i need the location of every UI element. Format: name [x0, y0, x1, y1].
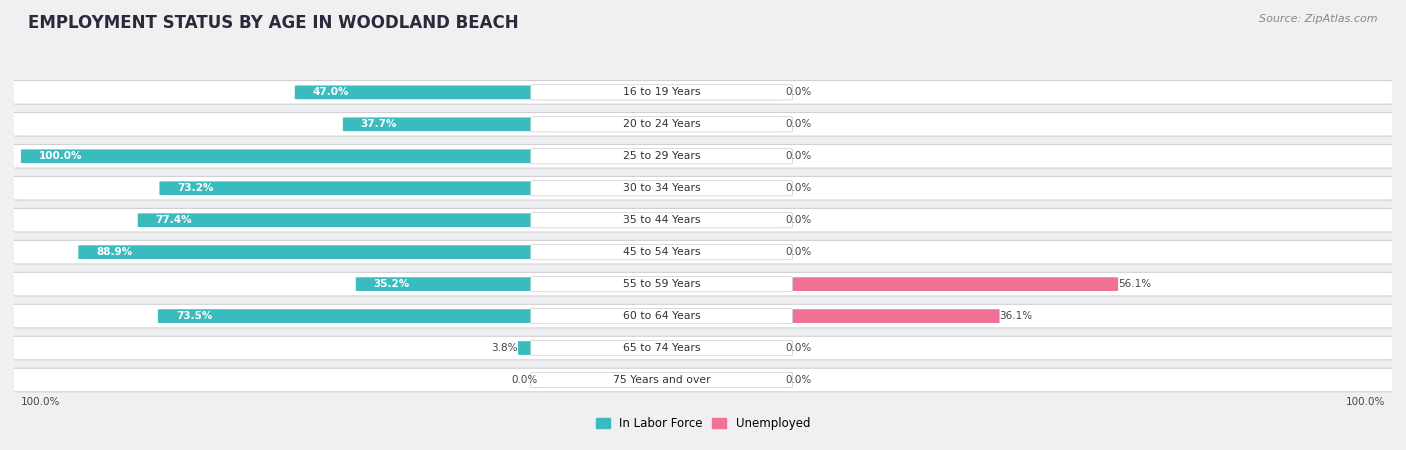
FancyBboxPatch shape	[159, 181, 551, 195]
FancyBboxPatch shape	[138, 213, 551, 227]
FancyBboxPatch shape	[7, 240, 1399, 264]
Text: EMPLOYMENT STATUS BY AGE IN WOODLAND BEACH: EMPLOYMENT STATUS BY AGE IN WOODLAND BEA…	[28, 14, 519, 32]
Text: 25 to 29 Years: 25 to 29 Years	[623, 151, 700, 161]
Text: 0.0%: 0.0%	[786, 183, 811, 193]
Text: 0.0%: 0.0%	[786, 375, 811, 385]
Text: 77.4%: 77.4%	[156, 215, 193, 225]
Text: 36.1%: 36.1%	[1000, 311, 1032, 321]
Text: 0.0%: 0.0%	[786, 87, 811, 97]
Text: 0.0%: 0.0%	[786, 151, 811, 161]
FancyBboxPatch shape	[530, 85, 793, 100]
Text: 60 to 64 Years: 60 to 64 Years	[623, 311, 700, 321]
Text: 100.0%: 100.0%	[21, 396, 60, 407]
FancyBboxPatch shape	[295, 86, 551, 99]
Text: 37.7%: 37.7%	[361, 119, 398, 129]
FancyBboxPatch shape	[7, 112, 1399, 136]
FancyBboxPatch shape	[530, 212, 793, 228]
Text: 56.1%: 56.1%	[1118, 279, 1152, 289]
FancyBboxPatch shape	[343, 117, 551, 131]
Text: 65 to 74 Years: 65 to 74 Years	[623, 343, 700, 353]
Text: 0.0%: 0.0%	[786, 247, 811, 257]
FancyBboxPatch shape	[7, 144, 1399, 168]
FancyBboxPatch shape	[517, 341, 551, 355]
Text: 35.2%: 35.2%	[374, 279, 411, 289]
FancyBboxPatch shape	[7, 304, 1399, 328]
FancyBboxPatch shape	[530, 372, 793, 388]
FancyBboxPatch shape	[530, 308, 793, 324]
FancyBboxPatch shape	[79, 245, 551, 259]
FancyBboxPatch shape	[157, 309, 551, 323]
Text: 0.0%: 0.0%	[786, 215, 811, 225]
FancyBboxPatch shape	[7, 336, 1399, 360]
Text: 75 Years and over: 75 Years and over	[613, 375, 710, 385]
FancyBboxPatch shape	[7, 176, 1399, 200]
FancyBboxPatch shape	[530, 148, 793, 164]
Text: Source: ZipAtlas.com: Source: ZipAtlas.com	[1260, 14, 1378, 23]
Text: 0.0%: 0.0%	[512, 375, 537, 385]
FancyBboxPatch shape	[356, 277, 551, 291]
Text: 35 to 44 Years: 35 to 44 Years	[623, 215, 700, 225]
Text: 100.0%: 100.0%	[39, 151, 83, 161]
FancyBboxPatch shape	[7, 272, 1399, 296]
Text: 0.0%: 0.0%	[786, 119, 811, 129]
FancyBboxPatch shape	[7, 368, 1399, 392]
Text: 88.9%: 88.9%	[96, 247, 132, 257]
FancyBboxPatch shape	[772, 309, 1000, 323]
FancyBboxPatch shape	[7, 208, 1399, 232]
Text: 73.5%: 73.5%	[176, 311, 212, 321]
Text: 3.8%: 3.8%	[492, 343, 517, 353]
Text: 73.2%: 73.2%	[177, 183, 214, 193]
FancyBboxPatch shape	[530, 340, 793, 356]
Text: 30 to 34 Years: 30 to 34 Years	[623, 183, 700, 193]
FancyBboxPatch shape	[530, 117, 793, 132]
Text: 20 to 24 Years: 20 to 24 Years	[623, 119, 700, 129]
Legend: In Labor Force, Unemployed: In Labor Force, Unemployed	[591, 412, 815, 435]
Text: 47.0%: 47.0%	[312, 87, 349, 97]
Text: 100.0%: 100.0%	[1346, 396, 1385, 407]
FancyBboxPatch shape	[772, 277, 1118, 291]
Text: 16 to 19 Years: 16 to 19 Years	[623, 87, 700, 97]
FancyBboxPatch shape	[530, 180, 793, 196]
FancyBboxPatch shape	[7, 81, 1399, 104]
Text: 55 to 59 Years: 55 to 59 Years	[623, 279, 700, 289]
FancyBboxPatch shape	[530, 244, 793, 260]
FancyBboxPatch shape	[21, 149, 551, 163]
FancyBboxPatch shape	[530, 276, 793, 292]
Text: 45 to 54 Years: 45 to 54 Years	[623, 247, 700, 257]
Text: 0.0%: 0.0%	[786, 343, 811, 353]
